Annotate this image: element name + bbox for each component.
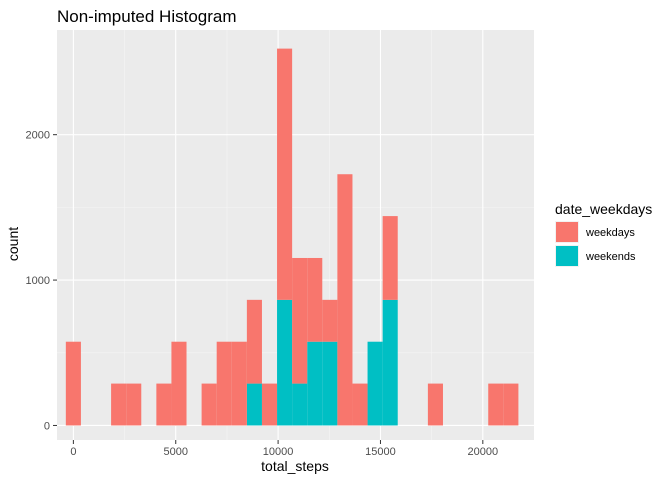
bar-weekends [307,341,323,426]
bar-weekdays [201,383,217,426]
histogram-bars [65,48,519,426]
x-axis: 0 5000 10000 15000 20000 [70,440,498,458]
bar-weekdays [488,383,504,426]
y-axis-title: count [5,227,21,261]
bar-weekdays [503,383,519,426]
bar-weekdays [231,341,247,426]
bar-weekdays [126,383,142,426]
x-axis-title: total_steps [261,458,329,474]
bar-weekdays [216,341,232,426]
x-tick-label: 0 [70,446,76,458]
legend: date_weekdays weekdays weekends [555,201,652,267]
y-tick-label: 1000 [26,275,50,287]
bar-weekends [246,383,262,426]
legend-key-weekends [556,246,578,266]
x-tick-label: 5000 [163,446,187,458]
legend-title: date_weekdays [555,201,652,217]
bar-weekdays [246,299,262,384]
bar-weekdays [277,48,293,300]
legend-key-weekdays [556,222,578,242]
legend-label-weekends: weekends [585,251,636,263]
bar-weekends [292,383,308,426]
legend-label-weekdays: weekdays [585,227,635,239]
bar-weekdays [382,216,398,300]
x-tick-label: 20000 [468,446,499,458]
bar-weekdays [111,383,127,426]
bar-weekdays [352,383,368,426]
bar-weekdays [261,383,278,426]
x-tick-label: 10000 [263,446,294,458]
x-tick-label: 15000 [365,446,396,458]
bar-weekdays [337,174,353,426]
y-tick-label: 0 [44,420,50,432]
bar-weekdays [171,341,187,426]
chart-title: Non-imputed Histogram [57,7,237,26]
bar-weekdays [307,257,323,342]
bar-weekdays [427,383,443,426]
bar-weekends [277,299,293,426]
bar-weekdays [292,257,308,384]
bar-weekends [322,341,338,426]
bar-weekdays [65,341,81,426]
y-tick-label: 2000 [26,130,50,142]
y-axis: 0 1000 2000 [26,130,57,432]
bar-weekdays [156,383,172,426]
bar-weekdays [322,299,338,342]
bar-weekends [367,341,383,426]
bar-weekends [382,299,398,426]
